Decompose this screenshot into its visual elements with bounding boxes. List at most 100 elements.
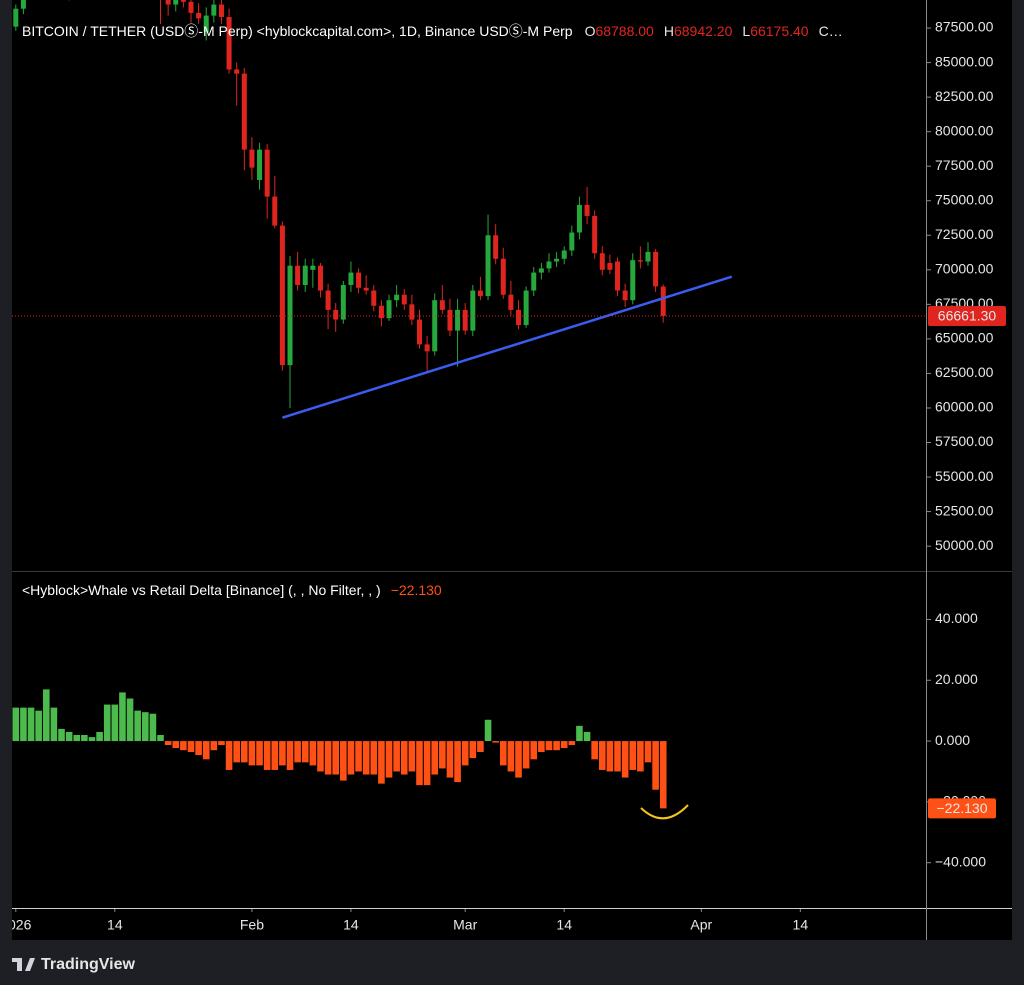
trendline bbox=[282, 275, 733, 419]
histogram-bar bbox=[134, 710, 141, 742]
histogram-bar bbox=[103, 704, 111, 742]
histogram-bar bbox=[637, 741, 644, 772]
y-tick-label: 70000.00 bbox=[935, 261, 994, 277]
y-tick-label: 82500.00 bbox=[935, 88, 994, 104]
logo-icon bbox=[12, 958, 35, 971]
last-value-box bbox=[928, 798, 996, 819]
histogram-bar bbox=[301, 741, 309, 763]
candle-body bbox=[234, 69, 240, 74]
candle-body bbox=[272, 196, 278, 226]
annotation-arc bbox=[640, 804, 689, 820]
histogram-bar bbox=[119, 692, 126, 742]
candle-body bbox=[516, 309, 522, 326]
y-tick-label: 50000.00 bbox=[935, 537, 994, 553]
candle-body bbox=[211, 4, 217, 16]
candle-body bbox=[523, 290, 529, 326]
histogram-bar bbox=[96, 731, 103, 742]
histogram-bar bbox=[507, 741, 515, 772]
x-tick-label: Apr bbox=[690, 917, 712, 933]
candle-body bbox=[637, 260, 643, 262]
y-tick-label: 77500.00 bbox=[935, 157, 994, 173]
candle-body bbox=[188, 1, 194, 13]
legend-value: 68942.20 bbox=[674, 23, 733, 39]
histogram-bar bbox=[218, 741, 225, 746]
histogram-bar bbox=[256, 741, 263, 766]
last-price-label: 66661.30 bbox=[938, 308, 997, 324]
histogram-bar bbox=[340, 741, 347, 781]
indicator-legend: <Hyblock>Whale vs Retail Delta [Binance]… bbox=[22, 582, 442, 598]
histogram-bar bbox=[446, 741, 454, 778]
histogram-bar bbox=[286, 741, 294, 770]
histogram-bar bbox=[469, 741, 477, 759]
histogram-bar bbox=[538, 741, 545, 753]
histogram-bar bbox=[248, 741, 256, 766]
candle-body bbox=[546, 261, 552, 269]
candle-body bbox=[295, 265, 301, 286]
time-axis: 2026 14 Feb 14 Mar 14 Apr 14 bbox=[0, 908, 809, 933]
histogram-bar bbox=[515, 741, 522, 778]
legend-title: BITCOIN / TETHER (USDⓈ-M Perp) <hyblockc… bbox=[22, 23, 573, 39]
histogram-bar bbox=[233, 741, 240, 763]
histogram-bar bbox=[621, 741, 629, 778]
histogram-bar bbox=[576, 725, 583, 742]
histogram-bar bbox=[583, 731, 591, 742]
x-tick-label: 14 bbox=[556, 917, 572, 933]
histogram-bar bbox=[65, 731, 73, 742]
candle-body bbox=[493, 235, 499, 259]
candle-body bbox=[500, 258, 506, 295]
candle-body bbox=[180, 0, 186, 2]
y-tick-label: −40.000 bbox=[935, 853, 986, 869]
histogram-bar bbox=[408, 741, 416, 772]
histogram-bar bbox=[461, 741, 469, 766]
candle-body bbox=[615, 261, 621, 291]
histogram-bar bbox=[141, 712, 149, 742]
candle-body bbox=[348, 272, 354, 286]
candle-body bbox=[576, 204, 582, 233]
candle-body bbox=[477, 290, 483, 297]
candle-body bbox=[607, 262, 613, 270]
legend-key: O bbox=[585, 23, 596, 39]
y-tick-label: 80000.00 bbox=[935, 122, 994, 138]
candle-body bbox=[462, 309, 468, 331]
histogram-bar bbox=[279, 741, 286, 766]
candle-body bbox=[226, 16, 232, 70]
candle-body bbox=[470, 290, 476, 331]
candle-body bbox=[317, 265, 323, 291]
histogram-bar bbox=[560, 741, 568, 749]
histogram-bar bbox=[73, 734, 81, 742]
histogram-bar bbox=[164, 741, 172, 746]
candle-body bbox=[432, 300, 438, 352]
histogram-bar bbox=[42, 689, 50, 742]
candle-body bbox=[257, 149, 263, 181]
candle-body bbox=[561, 250, 567, 259]
legend-key: H bbox=[664, 23, 674, 39]
y-tick-label: 55000.00 bbox=[935, 468, 994, 484]
histogram-bar bbox=[606, 741, 614, 772]
histogram-bar bbox=[431, 741, 439, 775]
histogram-bar bbox=[530, 741, 538, 760]
x-tick-label: 14 bbox=[793, 917, 809, 933]
candle-body bbox=[630, 260, 636, 301]
candle-body bbox=[378, 305, 384, 319]
candle-body bbox=[218, 4, 224, 17]
brand-name: TradingView bbox=[41, 956, 136, 973]
histogram-bar bbox=[157, 734, 164, 742]
y-tick-label: 40.000 bbox=[935, 610, 978, 626]
candle-body bbox=[424, 344, 430, 352]
legend-value: 66175.40 bbox=[750, 23, 809, 39]
candle-body bbox=[20, 0, 26, 9]
candle-body bbox=[485, 235, 491, 297]
x-tick-label: Mar bbox=[453, 917, 477, 933]
y-tick-label: 60000.00 bbox=[935, 399, 994, 415]
candle-body bbox=[538, 268, 544, 273]
histogram-bar bbox=[195, 741, 202, 756]
candle-body bbox=[599, 253, 605, 270]
x-tick-label: 2026 bbox=[0, 917, 31, 933]
candle-body bbox=[645, 251, 651, 262]
histogram-bar bbox=[202, 741, 210, 760]
candle-body bbox=[447, 309, 453, 331]
candle-body bbox=[340, 285, 346, 320]
legend-title: <Hyblock>Whale vs Retail Delta [Binance]… bbox=[22, 582, 381, 598]
y-tick-label: 52500.00 bbox=[935, 502, 994, 518]
histogram-bar bbox=[400, 741, 408, 775]
